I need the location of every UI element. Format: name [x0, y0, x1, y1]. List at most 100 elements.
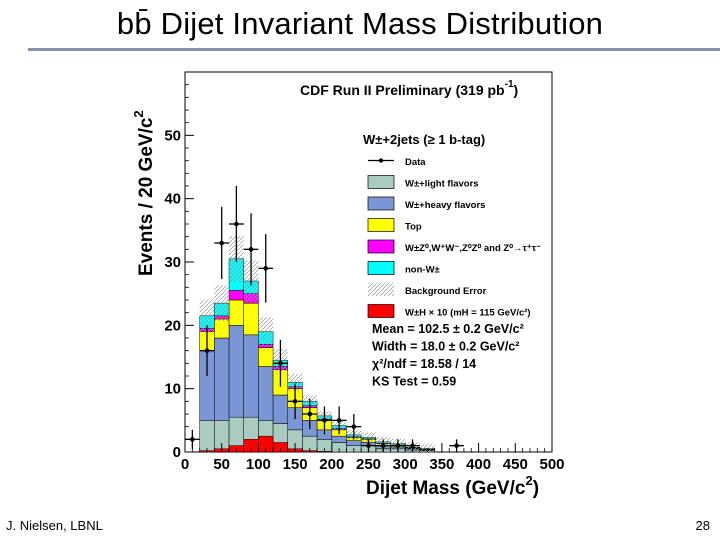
legend-label-nonw: non-W± [405, 265, 440, 276]
legend-marker-dot [378, 158, 384, 163]
data-marker-8 [307, 411, 313, 417]
data-point-13 [375, 439, 391, 452]
y-tick-label-4: 40 [164, 191, 181, 208]
data-marker-4 [248, 247, 254, 252]
fit-statistics: Mean = 102.5 ± 0.2 GeV/c² Width = 18.0 ± … [372, 322, 524, 389]
y-axis-label: Events / 20 GeV/c2 [131, 110, 157, 276]
data-marker-3 [234, 221, 239, 227]
data-points [185, 186, 464, 452]
chart-title: CDF Run II Preliminary (319 pb-1) [300, 79, 518, 98]
bar-top-bin-2 [228, 299, 244, 326]
data-point-7 [287, 383, 303, 420]
stat-line-0: Mean = 102.5 ± 0.2 GeV/c² [372, 322, 524, 336]
bar-heavy-bin-10 [346, 440, 362, 446]
chart-title-exp: -1 [505, 79, 514, 90]
data-marker-5 [263, 266, 269, 271]
data-marker-15 [410, 443, 415, 448]
data-marker-2 [219, 240, 224, 246]
error-band-bin-15 [419, 443, 435, 452]
x-tick-label-2: 100 [246, 456, 271, 473]
data-point-16 [449, 439, 464, 452]
data-marker-14 [395, 443, 401, 448]
x-axis-label: Dijet Mass (GeV/c2) [366, 473, 539, 499]
legend-label-data: Data [405, 157, 426, 168]
data-marker-1 [204, 348, 210, 353]
data-point-6 [273, 339, 288, 387]
x-axis-label-close: ) [533, 478, 539, 499]
legend-item-light: W±+light flavors [367, 175, 479, 190]
axis-ticks: 0 50 100 150 200 250 300 350 400 450 500 0 10 20 30 40 5… [164, 84, 565, 473]
footer-author: J. Nielsen, LBNL [6, 518, 103, 533]
stat-line-2: χ²/ndf = 18.58 / 14 [372, 357, 476, 371]
data-marker-13 [380, 443, 386, 448]
legend-item-heavy: W±+heavy flavors [367, 196, 485, 211]
y-tick-label-1: 10 [164, 381, 181, 398]
title-underline [28, 48, 720, 51]
legend-swatch-nonw [367, 261, 395, 275]
x-tick-label-0: 0 [181, 456, 189, 473]
error-band-bin-1 [214, 285, 230, 322]
x-tick-label-4: 200 [319, 456, 344, 473]
legend-swatch-hatch [368, 283, 394, 296]
legend-label-top: Top [405, 222, 422, 233]
legend-item-top: Top [367, 218, 422, 233]
legend-swatch-diboson [367, 239, 395, 254]
bar-heavy-bin-9 [331, 435, 347, 443]
data-point-1 [199, 325, 215, 376]
legend-item-bkgerr: Background Error [368, 283, 487, 297]
data-marker-10 [336, 418, 342, 423]
x-tick-label-10: 500 [539, 456, 564, 473]
y-tick-label-0: 0 [173, 444, 181, 461]
legend: W±+2jets (≥ 1 b-tag) Data W±+light flavors… [363, 132, 541, 319]
bar-heavy-bin-3 [243, 334, 259, 418]
error-band-bin-4 [258, 317, 274, 347]
x-tick-label-8: 400 [466, 456, 491, 473]
stat-line-3: KS Test = 0.59 [372, 375, 456, 389]
x-tick-label-5: 250 [356, 456, 381, 473]
legend-swatch-light [367, 175, 395, 189]
data-marker-0 [190, 437, 195, 442]
x-tick-label-3: 150 [283, 456, 308, 473]
data-point-11 [346, 414, 362, 440]
error-band-bin-11 [361, 432, 376, 443]
legend-item-data: Data [368, 157, 426, 168]
y-tick-label-2: 20 [164, 317, 181, 334]
bar-heavy-bin-5 [272, 394, 289, 424]
bar-top-bin-1 [214, 318, 230, 339]
data-point-5 [258, 234, 274, 303]
data-marker-16 [454, 443, 459, 448]
x-tick-label-6: 300 [393, 456, 418, 473]
legend-swatch-heavy [367, 196, 395, 211]
legend-swatch-wh [367, 304, 395, 318]
bar-light-bin-0 [199, 420, 215, 453]
legend-swatch-top [367, 218, 395, 232]
error-band-bin-0 [199, 299, 215, 333]
legend-label-light: W±+light flavors [405, 179, 479, 190]
data-point-3 [229, 186, 244, 262]
y-axis-label-exp: 2 [131, 110, 146, 117]
stat-line-1: Width = 18.0 ± 0.2 GeV/c² [372, 340, 519, 354]
data-point-10 [331, 406, 347, 435]
bar-top-bin-3 [243, 302, 259, 336]
bar-top-bin-4 [258, 347, 274, 367]
data-marker-9 [322, 418, 327, 423]
bar-heavy-bin-1 [214, 337, 230, 421]
data-point-2 [214, 206, 230, 280]
legend-label-bkgerr: Background Error [405, 286, 487, 297]
chart-title-close: ) [514, 82, 519, 98]
data-marker-7 [292, 399, 298, 404]
slide-title: bb̄ Dijet Invariant Mass Distribution [116, 6, 604, 41]
y-tick-label-3: 30 [164, 254, 181, 271]
data-point-4 [243, 213, 259, 286]
bar-heavy-bin-2 [228, 325, 244, 418]
data-point-9 [317, 406, 332, 435]
legend-label-heavy: W±+heavy flavors [405, 200, 485, 211]
x-tick-label-1: 50 [213, 456, 230, 473]
data-marker-11 [351, 424, 357, 429]
legend-label-wh: W±H × 10 (mH = 115 GeV/c²) [405, 308, 531, 319]
legend-item-nonw: non-W± [367, 261, 440, 276]
x-axis-label-exp: 2 [525, 473, 532, 488]
series-heavy [199, 325, 435, 451]
bar-heavy-bin-4 [258, 366, 274, 421]
